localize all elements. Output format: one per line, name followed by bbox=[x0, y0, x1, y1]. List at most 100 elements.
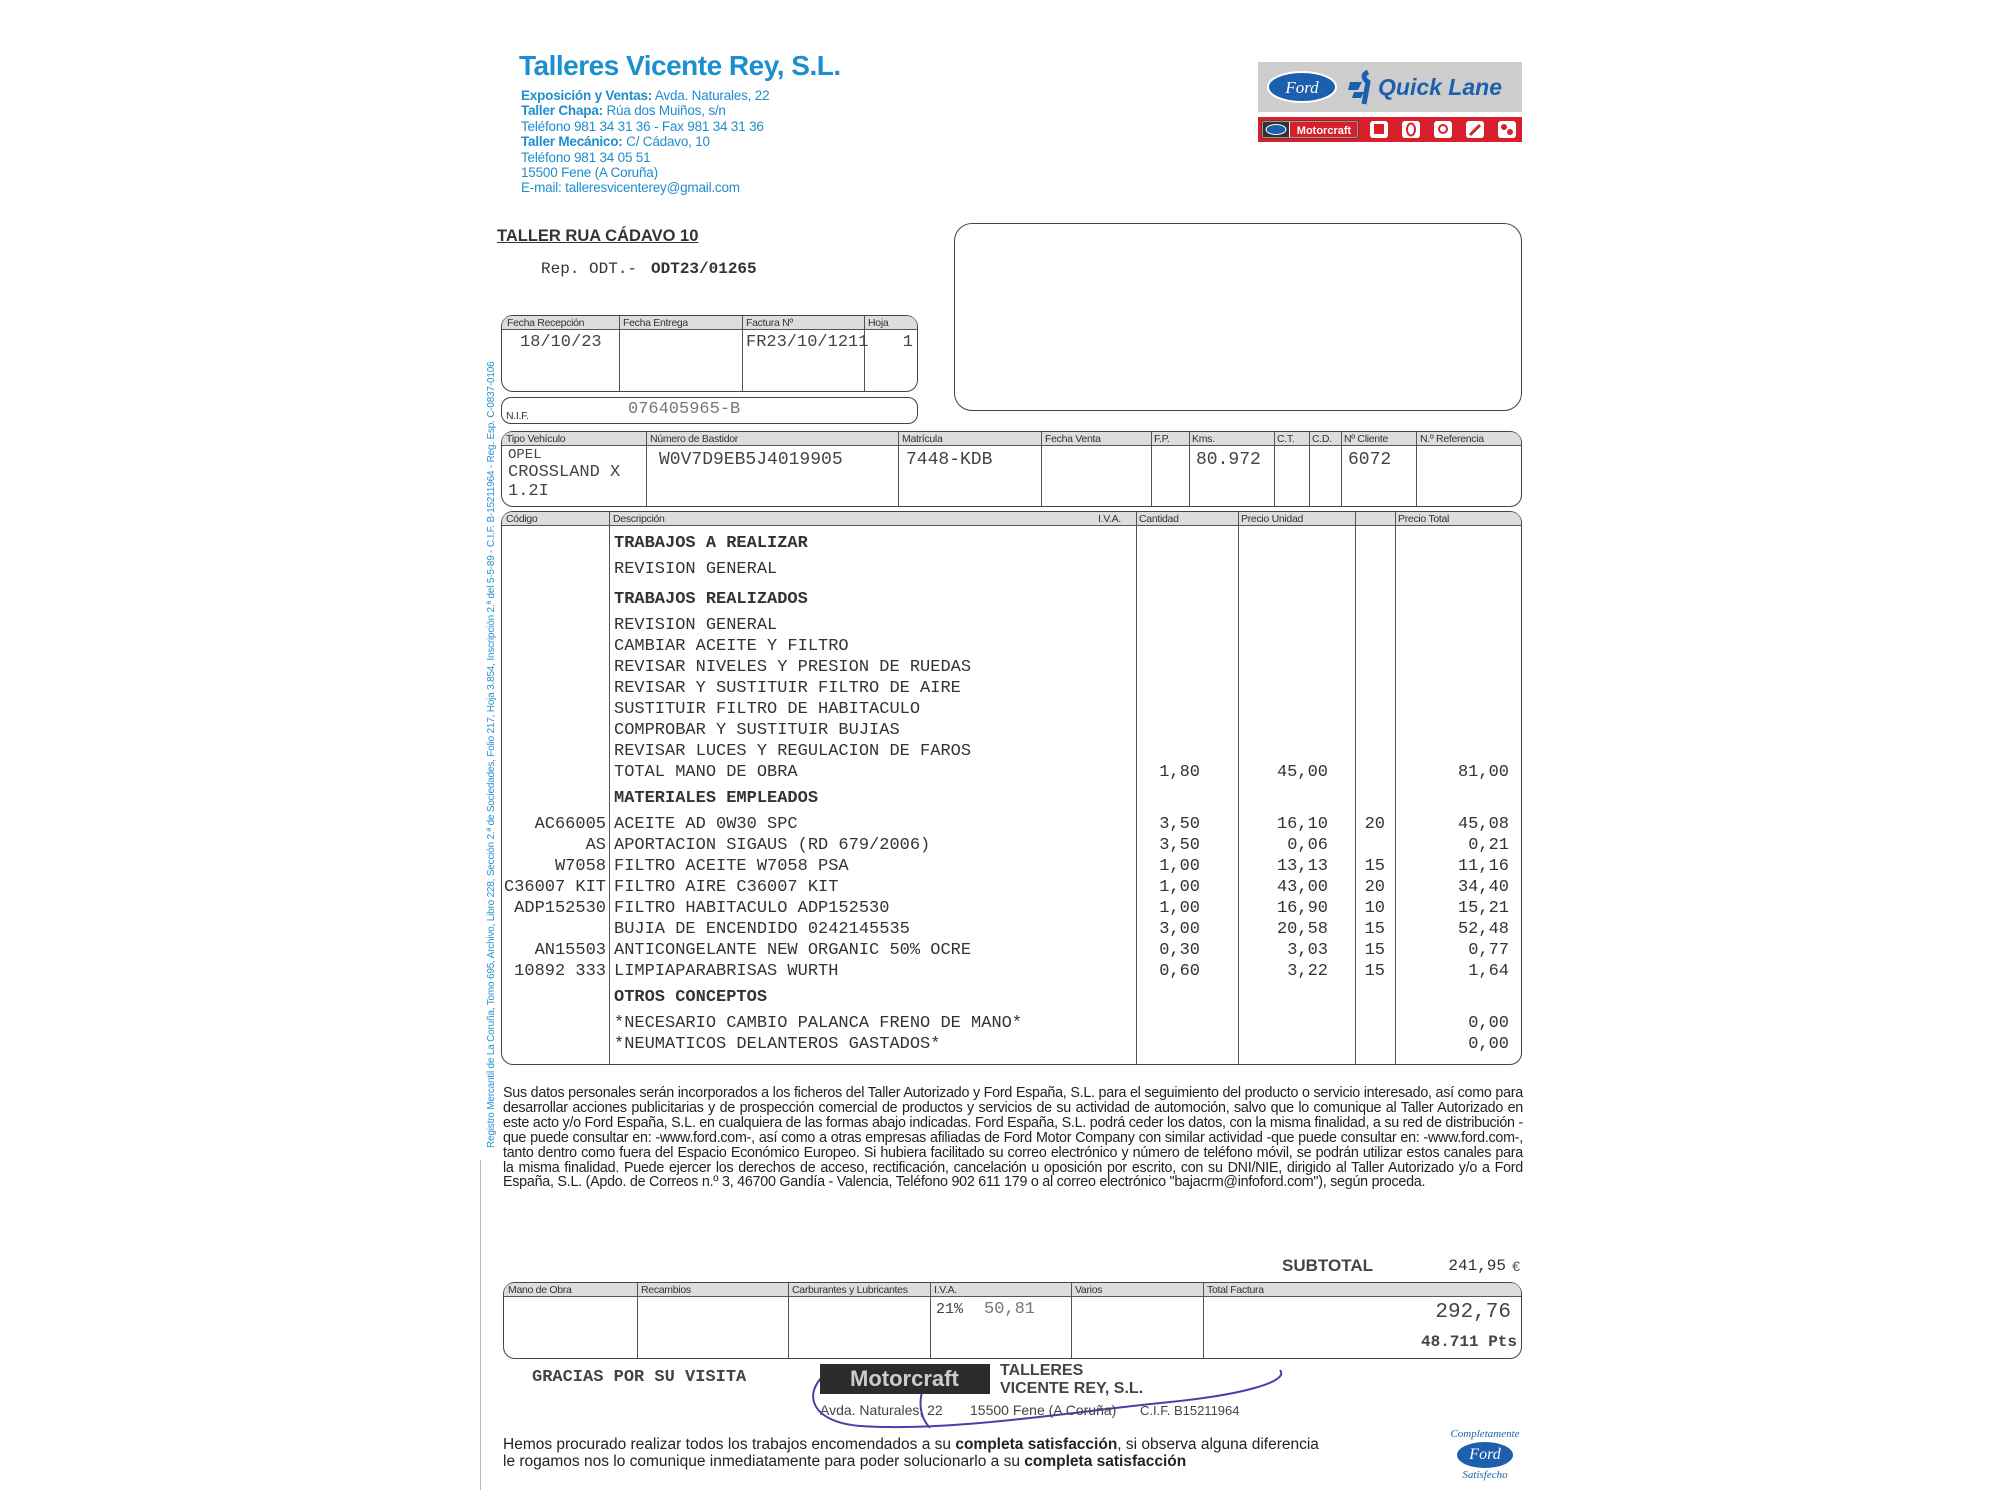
cell-desc: TRABAJOS A REALIZAR bbox=[614, 534, 808, 553]
table-row: ADP152530 FILTRO HABITACULO ADP152530 1,00… bbox=[502, 899, 1521, 919]
address-text: Teléfono 981 34 05 51 bbox=[521, 149, 651, 165]
table-row: COMPROBAR Y SUSTITUIR BUJIAS bbox=[502, 721, 1521, 741]
subtotal: SUBTOTAL 241,95 € bbox=[1282, 1256, 1522, 1276]
cell-desc: FILTRO AIRE C36007 KIT bbox=[614, 878, 839, 897]
header-band bbox=[504, 1283, 1521, 1297]
cell-qty: 1,80 bbox=[1159, 763, 1200, 782]
cell-qty: 3,00 bbox=[1159, 920, 1200, 939]
subtotal-value: 241,95 bbox=[1448, 1257, 1506, 1275]
invoice-dates-box: Fecha Recepción Fecha Entrega Factura Nº… bbox=[501, 315, 918, 392]
table-row: BUJIA DE ENCENDIDO 0242145535 3,00 20,58 15… bbox=[502, 920, 1521, 940]
cell-desc: MATERIALES EMPLEADOS bbox=[614, 789, 819, 808]
repair-order-label: Rep. ODT.- bbox=[541, 260, 638, 278]
address-line: Teléfono 981 34 31 36 - Fax 981 34 31 36 bbox=[521, 119, 769, 134]
cell-price: 16,10 bbox=[1276, 815, 1328, 834]
vehicle-type-2: 1.2I bbox=[508, 482, 549, 501]
cell-price: 13,13 bbox=[1276, 857, 1328, 876]
cell-code: W7058 bbox=[554, 857, 606, 876]
label-total-factura: Total Factura bbox=[1207, 1284, 1264, 1296]
label-factura: Factura Nº bbox=[746, 317, 793, 329]
cell-price: 3,03 bbox=[1287, 941, 1328, 960]
cell-price: 43,00 bbox=[1276, 878, 1328, 897]
cell-dto: 20 bbox=[1364, 878, 1385, 897]
label-iva: I.V.A. bbox=[934, 1284, 957, 1296]
header-band bbox=[502, 316, 917, 330]
cell-dto: 10 bbox=[1364, 899, 1385, 918]
privacy-notice: Sus datos personales serán incorporados … bbox=[503, 1085, 1523, 1191]
label-recambios: Recambios bbox=[641, 1284, 691, 1296]
label-varios: Varios bbox=[1075, 1284, 1103, 1296]
cell-desc: REVISAR Y SUSTITUIR FILTRO DE AIRE bbox=[614, 679, 961, 698]
cell-desc: CAMBIAR ACEITE Y FILTRO bbox=[614, 637, 849, 656]
label-hoja: Hoja bbox=[868, 317, 889, 329]
ford-oval: Ford bbox=[1457, 1442, 1513, 1468]
cell-qty: 0,60 bbox=[1159, 962, 1200, 981]
workshop-name: TALLER RUA CÁDAVO 10 bbox=[497, 227, 699, 245]
thanks-message: GRACIAS POR SU VISITA bbox=[532, 1368, 747, 1387]
label-tipo-vehiculo: Tipo Vehículo bbox=[506, 433, 566, 445]
table-row: REVISAR NIVELES Y PRESION DE RUEDAS bbox=[502, 658, 1521, 678]
cell-desc: FILTRO HABITACULO ADP152530 bbox=[614, 899, 890, 918]
address-line: Exposición y Ventas: Avda. Naturales, 22 bbox=[521, 88, 770, 103]
address-line: E-mail: talleresvicenterey@gmail.com bbox=[521, 180, 769, 195]
repair-order: Rep. ODT.- ODT23/01265 bbox=[541, 260, 757, 278]
cell-desc: ANTICONGELANTE NEW ORGANIC 50% OCRE bbox=[614, 941, 972, 960]
reception-date: 18/10/23 bbox=[520, 333, 602, 352]
cell-dto: 15 bbox=[1364, 941, 1385, 960]
cell-desc: TOTAL MANO DE OBRA bbox=[614, 763, 798, 782]
cell-qty: 1,00 bbox=[1159, 857, 1200, 876]
table-row: CAMBIAR ACEITE Y FILTRO bbox=[502, 637, 1521, 657]
address-text: C/ Cádavo, 10 bbox=[622, 134, 710, 150]
cell-desc: COMPROBAR Y SUSTITUIR BUJIAS bbox=[614, 721, 900, 740]
invoice-number: FR23/10/1211 bbox=[746, 333, 869, 352]
address-label: Exposición y Ventas: bbox=[521, 88, 653, 103]
cell-price: 16,90 bbox=[1276, 899, 1328, 918]
vehicle-box: Tipo Vehículo Número de Bastidor Matrícu… bbox=[501, 431, 1522, 507]
address-label: Taller Chapa: bbox=[521, 103, 603, 119]
label-referencia: N.º Referencia bbox=[1420, 433, 1484, 445]
header-band bbox=[502, 432, 1521, 446]
cell-total: 81,00 bbox=[1457, 763, 1509, 782]
iva-rate: 21% bbox=[936, 1301, 964, 1318]
address-text: 15500 Fene (A Coruña) bbox=[521, 165, 658, 181]
col-codigo: Código bbox=[506, 513, 538, 525]
stamp-line3: Avda. Naturales, 22 bbox=[820, 1402, 943, 1418]
cell-total: 0,21 bbox=[1468, 836, 1509, 855]
svg-text:Quick Lane: Quick Lane bbox=[1378, 74, 1502, 100]
cell-desc: *NEUMATICOS DELANTEROS GASTADOS* bbox=[614, 1035, 941, 1054]
cell-dto: 15 bbox=[1364, 920, 1385, 939]
address-window bbox=[954, 223, 1522, 411]
table-row: AS APORTACION SIGAUS (RD 679/2006) 3,50 0,0… bbox=[502, 836, 1521, 856]
label-mano-obra: Mano de Obra bbox=[508, 1284, 572, 1296]
col-cantidad: Cantidad bbox=[1139, 513, 1179, 525]
client-number: 6072 bbox=[1348, 450, 1392, 470]
company-address: Exposición y Ventas: Avda. Naturales, 22… bbox=[521, 88, 770, 196]
cell-total: 11,16 bbox=[1457, 857, 1509, 876]
invoice-total-pesetas: 48.711 Pts bbox=[1420, 1333, 1517, 1351]
vin: W0V7D9EB5J4019905 bbox=[659, 450, 843, 470]
cell-total: 15,21 bbox=[1457, 899, 1509, 918]
table-row: REVISAR LUCES Y REGULACION DE FAROS bbox=[502, 742, 1521, 762]
logo-bottom-text: Satisfecho bbox=[1462, 1469, 1508, 1481]
table-row: REVISION GENERAL bbox=[502, 616, 1521, 636]
ford-satisfecho-logo: Completamente Ford Satisfecho bbox=[1444, 1428, 1526, 1486]
cell-qty: 0,30 bbox=[1159, 941, 1200, 960]
nif-box: N.I.F. 076405965-B bbox=[501, 397, 918, 424]
label-bastidor: Número de Bastidor bbox=[650, 433, 738, 445]
kms: 80.972 bbox=[1196, 450, 1261, 470]
label-fecha-venta: Fecha Venta bbox=[1045, 433, 1101, 445]
items-table: Código Descripción I.V.A. Cantidad Preci… bbox=[501, 511, 1522, 1065]
cell-desc: APORTACION SIGAUS (RD 679/2006) bbox=[614, 836, 931, 855]
col-descripcion: Descripción bbox=[613, 513, 665, 525]
cell-dto: 15 bbox=[1364, 962, 1385, 981]
repair-order-number: ODT23/01265 bbox=[651, 260, 757, 278]
table-row: AN15503 ANTICONGELANTE NEW ORGANIC 50% OC… bbox=[502, 941, 1521, 961]
registry-text: Registro Mercantil de La Coruña, Tomo 69… bbox=[486, 361, 497, 1148]
label-kms: Kms. bbox=[1192, 433, 1215, 445]
address-line: Teléfono 981 34 05 51 bbox=[521, 150, 769, 165]
cell-code: C36007 KIT bbox=[503, 878, 606, 897]
table-row: *NECESARIO CAMBIO PALANCA FRENO DE MANO*… bbox=[502, 1014, 1521, 1034]
cell-desc: LIMPIAPARABRISAS WURTH bbox=[614, 962, 839, 981]
company-stamp: Motorcraft TALLERES VICENTE REY, S.L. Av… bbox=[820, 1362, 1300, 1430]
address-text: Avda. Naturales, 22 bbox=[652, 88, 770, 103]
